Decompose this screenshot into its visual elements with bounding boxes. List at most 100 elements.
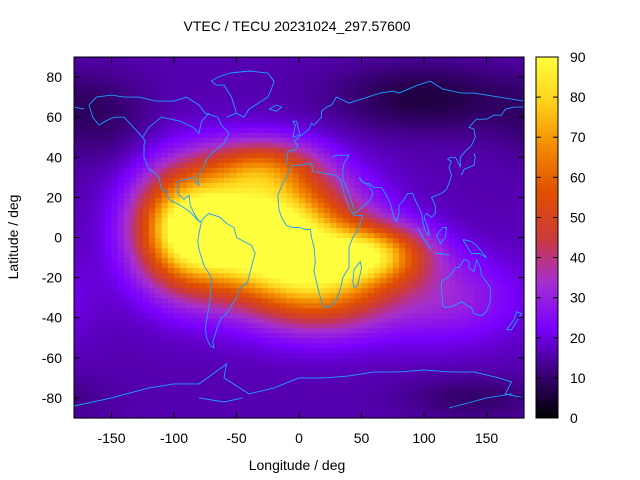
- heatmap-cell: [117, 257, 125, 264]
- heatmap-cell: [286, 132, 294, 138]
- heatmap-cell: [211, 362, 219, 369]
- heatmap-cell: [499, 157, 506, 163]
- heatmap-cell: [411, 237, 419, 244]
- heatmap-cell: [167, 322, 175, 329]
- heatmap-cell: [336, 342, 344, 349]
- heatmap-cell: [330, 302, 338, 309]
- heatmap-cell: [111, 347, 119, 354]
- heatmap-cell: [111, 277, 119, 284]
- heatmap-cell: [486, 82, 494, 88]
- heatmap-cell: [361, 187, 369, 193]
- heatmap-cell: [499, 262, 506, 269]
- heatmap-cell: [305, 302, 313, 309]
- heatmap-cell: [455, 197, 463, 203]
- heatmap-cell: [424, 182, 431, 188]
- heatmap-cell: [236, 57, 244, 63]
- heatmap-cell: [361, 362, 369, 369]
- heatmap-cell: [224, 282, 231, 289]
- heatmap-cell: [80, 107, 88, 113]
- heatmap-cell: [474, 132, 481, 138]
- heatmap-cell: [317, 232, 325, 239]
- heatmap-cell: [280, 247, 288, 254]
- heatmap-cell: [149, 292, 156, 299]
- heatmap-cell: [167, 132, 175, 138]
- heatmap-cell: [392, 267, 400, 274]
- heatmap-cell: [361, 272, 369, 279]
- heatmap-cell: [305, 332, 313, 339]
- heatmap-cell: [330, 322, 338, 329]
- heatmap-cell: [205, 92, 213, 98]
- heatmap-cell: [142, 392, 150, 399]
- heatmap-cell: [317, 62, 325, 68]
- heatmap-cell: [180, 87, 188, 93]
- heatmap-cell: [474, 337, 481, 344]
- heatmap-cell: [292, 327, 300, 334]
- heatmap-cell: [455, 342, 463, 349]
- heatmap-cell: [392, 347, 400, 354]
- heatmap-cell: [455, 377, 463, 384]
- heatmap-cell: [399, 222, 406, 229]
- heatmap-cell: [161, 202, 169, 209]
- heatmap-cell: [124, 122, 131, 128]
- heatmap-cell: [374, 112, 381, 118]
- heatmap-cell: [386, 207, 394, 214]
- heatmap-cell: [92, 392, 100, 399]
- heatmap-cell: [492, 392, 500, 399]
- heatmap-cell: [417, 167, 425, 173]
- heatmap-cell: [111, 187, 119, 193]
- heatmap-cell: [367, 357, 375, 364]
- heatmap-cell: [430, 132, 438, 138]
- heatmap-cell: [136, 162, 144, 168]
- heatmap-cell: [399, 162, 406, 168]
- heatmap-cell: [224, 337, 231, 344]
- heatmap-cell: [399, 402, 406, 409]
- heatmap-cell: [461, 292, 469, 299]
- heatmap-cell: [355, 272, 363, 279]
- heatmap-cell: [305, 97, 313, 103]
- heatmap-cell: [455, 192, 463, 198]
- heatmap-cell: [192, 232, 200, 239]
- heatmap-cell: [74, 302, 81, 309]
- heatmap-cell: [155, 322, 163, 329]
- heatmap-cell: [155, 167, 163, 173]
- heatmap-cell: [111, 337, 119, 344]
- heatmap-cell: [199, 182, 206, 188]
- heatmap-cell: [374, 332, 381, 339]
- heatmap-cell: [399, 412, 406, 419]
- heatmap-cell: [167, 112, 175, 118]
- heatmap-cell: [174, 362, 181, 369]
- heatmap-cell: [461, 247, 469, 254]
- heatmap-cell: [324, 282, 331, 289]
- heatmap-cell: [161, 112, 169, 118]
- heatmap-cell: [130, 277, 138, 284]
- heatmap-cell: [442, 337, 450, 344]
- heatmap-cell: [492, 77, 500, 83]
- heatmap-cell: [336, 82, 344, 88]
- heatmap-cell: [455, 162, 463, 168]
- heatmap-cell: [299, 107, 306, 113]
- heatmap-cell: [149, 287, 156, 294]
- heatmap-cell: [374, 322, 381, 329]
- heatmap-cell: [355, 117, 363, 123]
- heatmap-cell: [267, 302, 275, 309]
- heatmap-cell: [292, 132, 300, 138]
- heatmap-cell: [417, 207, 425, 214]
- heatmap-cell: [105, 257, 113, 264]
- heatmap-cell: [142, 272, 150, 279]
- heatmap-cell: [274, 372, 281, 379]
- heatmap-cell: [436, 357, 444, 364]
- heatmap-cell: [411, 137, 419, 143]
- heatmap-cell: [242, 132, 250, 138]
- heatmap-cell: [424, 302, 431, 309]
- heatmap-cell: [211, 157, 219, 163]
- heatmap-cell: [330, 232, 338, 239]
- heatmap-cell: [230, 132, 238, 138]
- heatmap-cell: [299, 97, 306, 103]
- heatmap-cell: [92, 302, 100, 309]
- heatmap-cell: [286, 382, 294, 389]
- heatmap-cell: [211, 137, 219, 143]
- heatmap-cell: [292, 142, 300, 148]
- heatmap-cell: [142, 377, 150, 384]
- heatmap-cell: [424, 257, 431, 264]
- heatmap-cell: [142, 372, 150, 379]
